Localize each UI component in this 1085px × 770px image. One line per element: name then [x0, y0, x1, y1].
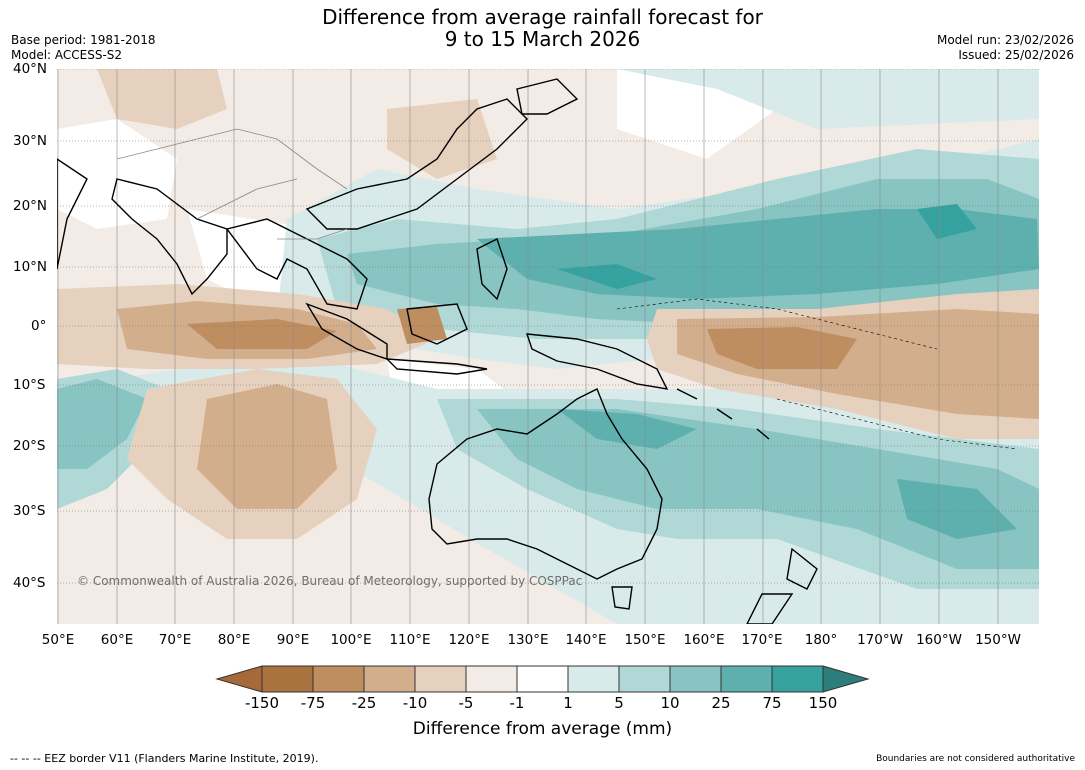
colorbar-tick-label: 1	[563, 694, 573, 712]
lat-label: 0°	[31, 318, 47, 334]
colorbar-tick-label: -150	[244, 694, 280, 712]
issued-date: Issued: 25/02/2026	[958, 48, 1074, 62]
lat-label: 20°N	[13, 198, 48, 214]
model-name: Model: ACCESS-S2	[11, 48, 123, 62]
colorbar-tick-label: -75	[300, 694, 326, 712]
map-canvas	[57, 69, 1039, 624]
lon-label: 60°E	[100, 632, 134, 648]
colorbar	[215, 665, 870, 693]
lat-label: 20°S	[13, 438, 46, 454]
colorbar-title: Difference from average (mm)	[412, 719, 673, 739]
lon-label: 80°E	[217, 632, 251, 648]
lat-label: 30°N	[13, 133, 48, 149]
colorbar-swatch	[567, 665, 620, 693]
lon-label: 50°E	[41, 632, 75, 648]
colorbar-swatch	[516, 665, 569, 693]
colorbar-tick-label: 5	[614, 694, 624, 712]
coastlines	[57, 78, 818, 624]
eez-legend-note: -- -- -- EEZ border V11 (Flanders Marine…	[10, 752, 319, 765]
lon-label: 100°E	[330, 632, 372, 648]
colorbar-end-high	[822, 665, 870, 693]
boundaries-disclaimer: Boundaries are not considered authoritat…	[876, 754, 1075, 764]
colorbar-swatch	[465, 665, 518, 693]
lon-label: 160°W	[916, 632, 962, 648]
colorbar-tick-label: -5	[458, 694, 474, 712]
country-borders	[116, 128, 348, 240]
eez-borders	[616, 298, 1018, 450]
lon-label: 90°E	[276, 632, 310, 648]
lat-label: 40°N	[13, 61, 48, 77]
colorbar-tick-label: -1	[509, 694, 525, 712]
colorbar-tick-label: 10	[660, 694, 680, 712]
lat-label: 40°S	[13, 575, 46, 591]
lon-label: 150°W	[975, 632, 1021, 648]
lon-label: 130°E	[507, 632, 549, 648]
lon-label: 150°E	[624, 632, 666, 648]
rainfall-anomaly-map: © Commonwealth of Australia 2026, Bureau…	[57, 69, 1039, 624]
lon-label: 70°E	[158, 632, 192, 648]
lon-label: 180°	[804, 632, 838, 648]
colorbar-swatch	[720, 665, 773, 693]
colorbar-tick-label: -10	[402, 694, 428, 712]
lon-label: 110°E	[389, 632, 431, 648]
lon-label: 160°E	[683, 632, 725, 648]
lon-label: 120°E	[448, 632, 490, 648]
colorbar-tick-label: 150	[808, 694, 838, 712]
title-line-1: Difference from average rainfall forecas…	[322, 5, 763, 29]
copyright-notice: © Commonwealth of Australia 2026, Bureau…	[77, 574, 583, 588]
colorbar-swatch	[261, 665, 314, 693]
colorbar-swatch	[363, 665, 416, 693]
title-line-2: 9 to 15 March 2026	[444, 27, 641, 51]
colorbar-swatch	[771, 665, 824, 693]
lat-label: 30°S	[13, 503, 46, 519]
colorbar-end-low	[215, 665, 263, 693]
base-period: Base period: 1981-2018	[11, 33, 156, 47]
colorbar-tick-label: 25	[711, 694, 731, 712]
meridians	[57, 69, 999, 624]
colorbar-swatch	[618, 665, 671, 693]
colorbar-swatch	[312, 665, 365, 693]
lat-label: 10°N	[13, 259, 48, 275]
lon-label: 170°E	[741, 632, 783, 648]
colorbar-tick-label: -25	[351, 694, 377, 712]
lon-label: 140°E	[565, 632, 607, 648]
lon-label: 170°W	[857, 632, 903, 648]
colorbar-swatch	[414, 665, 467, 693]
colorbar-swatch	[669, 665, 722, 693]
model-run: Model run: 23/02/2026	[936, 33, 1074, 47]
colorbar-tick-label: 75	[762, 694, 782, 712]
lat-label: 10°S	[13, 377, 46, 393]
